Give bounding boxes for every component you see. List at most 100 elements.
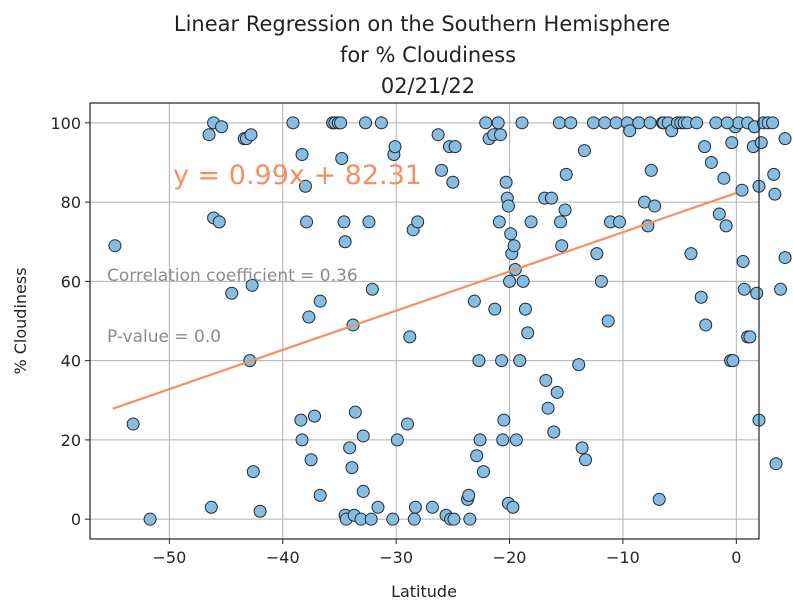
data-point	[244, 128, 258, 142]
data-point	[590, 247, 604, 261]
data-point	[698, 140, 712, 154]
data-points	[108, 116, 792, 526]
data-point	[448, 140, 462, 154]
data-point	[709, 116, 723, 130]
y-tick-label: 40	[61, 352, 81, 371]
data-point	[253, 504, 267, 518]
data-point	[313, 294, 327, 308]
data-point	[374, 116, 388, 130]
x-tick-label: −30	[379, 548, 413, 567]
data-point	[108, 239, 122, 253]
data-point	[717, 171, 731, 185]
data-point	[496, 433, 510, 447]
x-tick-label: −50	[152, 548, 186, 567]
data-point	[308, 409, 322, 423]
p-value-label: P-value = 0.0	[107, 327, 221, 347]
data-point	[750, 286, 764, 300]
data-point	[343, 441, 357, 455]
title-line-3: 02/21/22	[381, 74, 475, 98]
data-point	[390, 433, 404, 447]
data-point	[497, 413, 511, 427]
x-tick-label: −10	[606, 548, 640, 567]
data-point	[550, 385, 564, 399]
data-point	[126, 417, 140, 431]
data-point	[365, 282, 379, 296]
data-point	[215, 120, 229, 134]
data-point	[609, 116, 623, 130]
data-point	[524, 215, 538, 229]
data-point	[594, 274, 608, 288]
y-tick-label: 80	[61, 193, 81, 212]
data-point	[503, 274, 517, 288]
data-point	[754, 136, 768, 150]
data-point	[644, 163, 658, 177]
data-point	[518, 302, 532, 316]
data-point	[446, 175, 460, 189]
data-point	[552, 116, 566, 130]
data-point	[348, 405, 362, 419]
y-tick-label: 100	[50, 114, 81, 133]
data-point	[778, 132, 792, 146]
x-tick-label: −20	[493, 548, 527, 567]
axis-ticks: −50 −40 −30 −20 −10 0 0 20 40 60 80 100	[50, 114, 741, 567]
data-point	[704, 155, 718, 169]
data-point	[720, 116, 734, 130]
data-point	[400, 417, 414, 431]
data-point	[515, 116, 529, 130]
title-line-1: Linear Regression on the Southern Hemisp…	[174, 12, 670, 36]
data-point	[488, 302, 502, 316]
data-point	[699, 318, 713, 332]
data-point	[479, 116, 493, 130]
data-point	[539, 373, 553, 387]
data-point	[623, 124, 637, 138]
data-point	[403, 330, 417, 344]
data-point	[501, 199, 515, 213]
data-point	[447, 512, 461, 526]
data-point	[516, 274, 530, 288]
data-point	[425, 500, 439, 514]
data-point	[493, 128, 507, 142]
data-point	[725, 136, 739, 150]
data-point	[559, 167, 573, 181]
data-point	[509, 433, 523, 447]
data-point	[601, 314, 615, 328]
data-point	[470, 449, 484, 463]
data-point	[356, 484, 370, 498]
y-axis-label: % Cloudiness	[11, 267, 30, 374]
data-point	[504, 227, 518, 241]
data-point	[386, 512, 400, 526]
annotations: y = 0.99x + 82.31 Correlation coefficien…	[107, 160, 422, 347]
data-point	[694, 290, 708, 304]
data-point	[507, 239, 521, 253]
data-point	[462, 488, 476, 502]
data-point	[579, 453, 593, 467]
data-point	[286, 116, 300, 130]
data-point	[586, 116, 600, 130]
data-point	[555, 239, 569, 253]
data-point	[613, 215, 627, 229]
data-point	[598, 116, 612, 130]
x-tick-label: 0	[731, 548, 741, 567]
correlation-coefficient-label: Correlation coefficient = 0.36	[107, 266, 358, 286]
data-point	[202, 128, 216, 142]
data-point	[499, 175, 513, 189]
data-point	[564, 116, 578, 130]
data-point	[143, 512, 157, 526]
data-point	[737, 282, 751, 296]
data-point	[648, 199, 662, 213]
regression-equation: y = 0.99x + 82.31	[173, 160, 422, 191]
data-point	[575, 441, 589, 455]
data-point	[411, 215, 425, 229]
data-point	[547, 425, 561, 439]
data-point	[495, 354, 509, 368]
data-point	[345, 461, 359, 475]
data-point	[388, 140, 402, 154]
y-tick-label: 20	[61, 431, 81, 450]
data-point	[246, 465, 260, 479]
data-point	[294, 413, 308, 427]
data-point	[295, 148, 309, 162]
data-point	[467, 294, 481, 308]
data-point	[245, 278, 259, 292]
